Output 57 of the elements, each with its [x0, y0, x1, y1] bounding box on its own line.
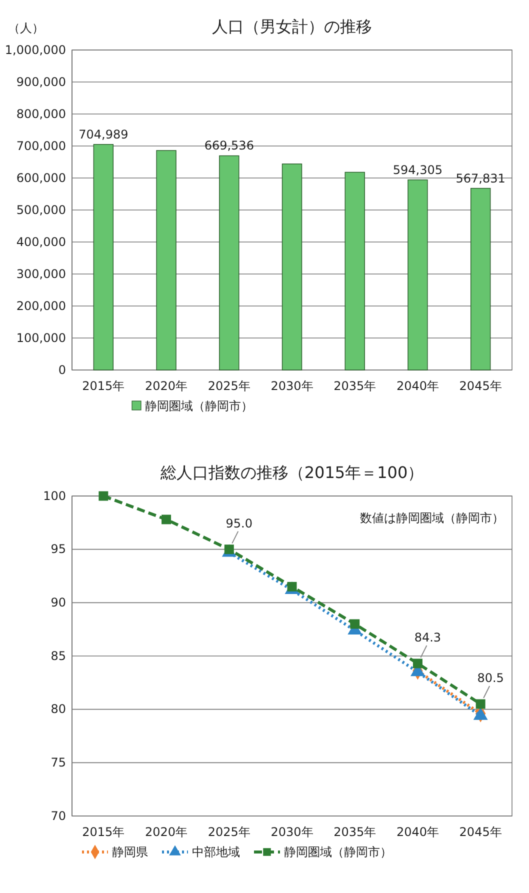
data-label: 95.0: [226, 516, 252, 530]
y-tick-label: 500,000: [16, 202, 66, 217]
bar: [219, 155, 240, 370]
y-tick-label: 200,000: [16, 298, 66, 313]
bar: [344, 172, 365, 370]
data-label: 669,536: [204, 138, 254, 153]
legend-label: 静岡圏域（静岡市）: [145, 399, 253, 413]
x-tick-label: 2040年: [396, 825, 439, 839]
y-tick-label: 100: [43, 488, 66, 503]
y-tick-label: 600,000: [16, 170, 66, 185]
data-label: 80.5: [477, 671, 504, 685]
y-tick-label: 0: [58, 362, 66, 377]
y-axis-title: （人）: [8, 21, 44, 35]
data-label: 594,305: [392, 162, 443, 177]
point: [350, 619, 360, 629]
chart-title: 総人口指数の推移（2015年＝100）: [159, 463, 424, 482]
x-tick-label: 2045年: [459, 379, 502, 393]
x-tick-label: 2045年: [459, 825, 502, 839]
y-tick-label: 75: [50, 756, 66, 770]
y-tick-label: 80: [50, 702, 66, 716]
x-tick-label: 2030年: [270, 825, 314, 839]
y-tick-label: 95: [50, 542, 66, 556]
point: [98, 491, 108, 501]
legend-label: 中部地域: [192, 845, 240, 859]
annotation: 数値は静岡圏域（静岡市）: [360, 511, 504, 525]
x-tick-label: 2040年: [396, 379, 439, 393]
point: [162, 514, 172, 524]
y-tick-label: 400,000: [16, 234, 66, 249]
bar: [156, 150, 176, 370]
x-tick-label: 2025年: [208, 825, 250, 839]
x-tick-label: 2025年: [208, 379, 250, 393]
legend-label: 静岡県: [112, 845, 148, 859]
data-label: 704,989: [78, 127, 128, 142]
y-tick-label: 800,000: [16, 106, 66, 121]
x-tick-label: 2020年: [145, 825, 188, 839]
y-tick-label: 85: [50, 648, 66, 663]
bar: [470, 188, 491, 370]
bar: [408, 179, 428, 370]
x-tick-label: 2015年: [82, 379, 125, 393]
x-tick-label: 2015年: [82, 825, 125, 839]
data-label: 567,831: [456, 171, 506, 186]
legend-label: 静岡圏域（静岡市）: [284, 845, 392, 859]
y-tick-label: 90: [50, 596, 66, 610]
x-tick-label: 2020年: [145, 379, 188, 393]
x-tick-label: 2035年: [334, 825, 376, 839]
x-tick-label: 2035年: [334, 379, 376, 393]
chart-title: 人口（男女計）の推移: [212, 17, 372, 36]
data-label: 84.3: [414, 630, 442, 644]
x-tick-label: 2030年: [270, 379, 314, 393]
bar: [93, 144, 114, 370]
y-tick-label: 100,000: [16, 330, 66, 345]
y-tick-label: 700,000: [16, 138, 66, 153]
y-tick-label: 1,000,000: [4, 42, 66, 57]
bar: [282, 164, 302, 370]
y-tick-label: 300,000: [16, 266, 66, 281]
y-tick-label: 900,000: [16, 74, 66, 89]
y-tick-label: 70: [50, 808, 66, 823]
